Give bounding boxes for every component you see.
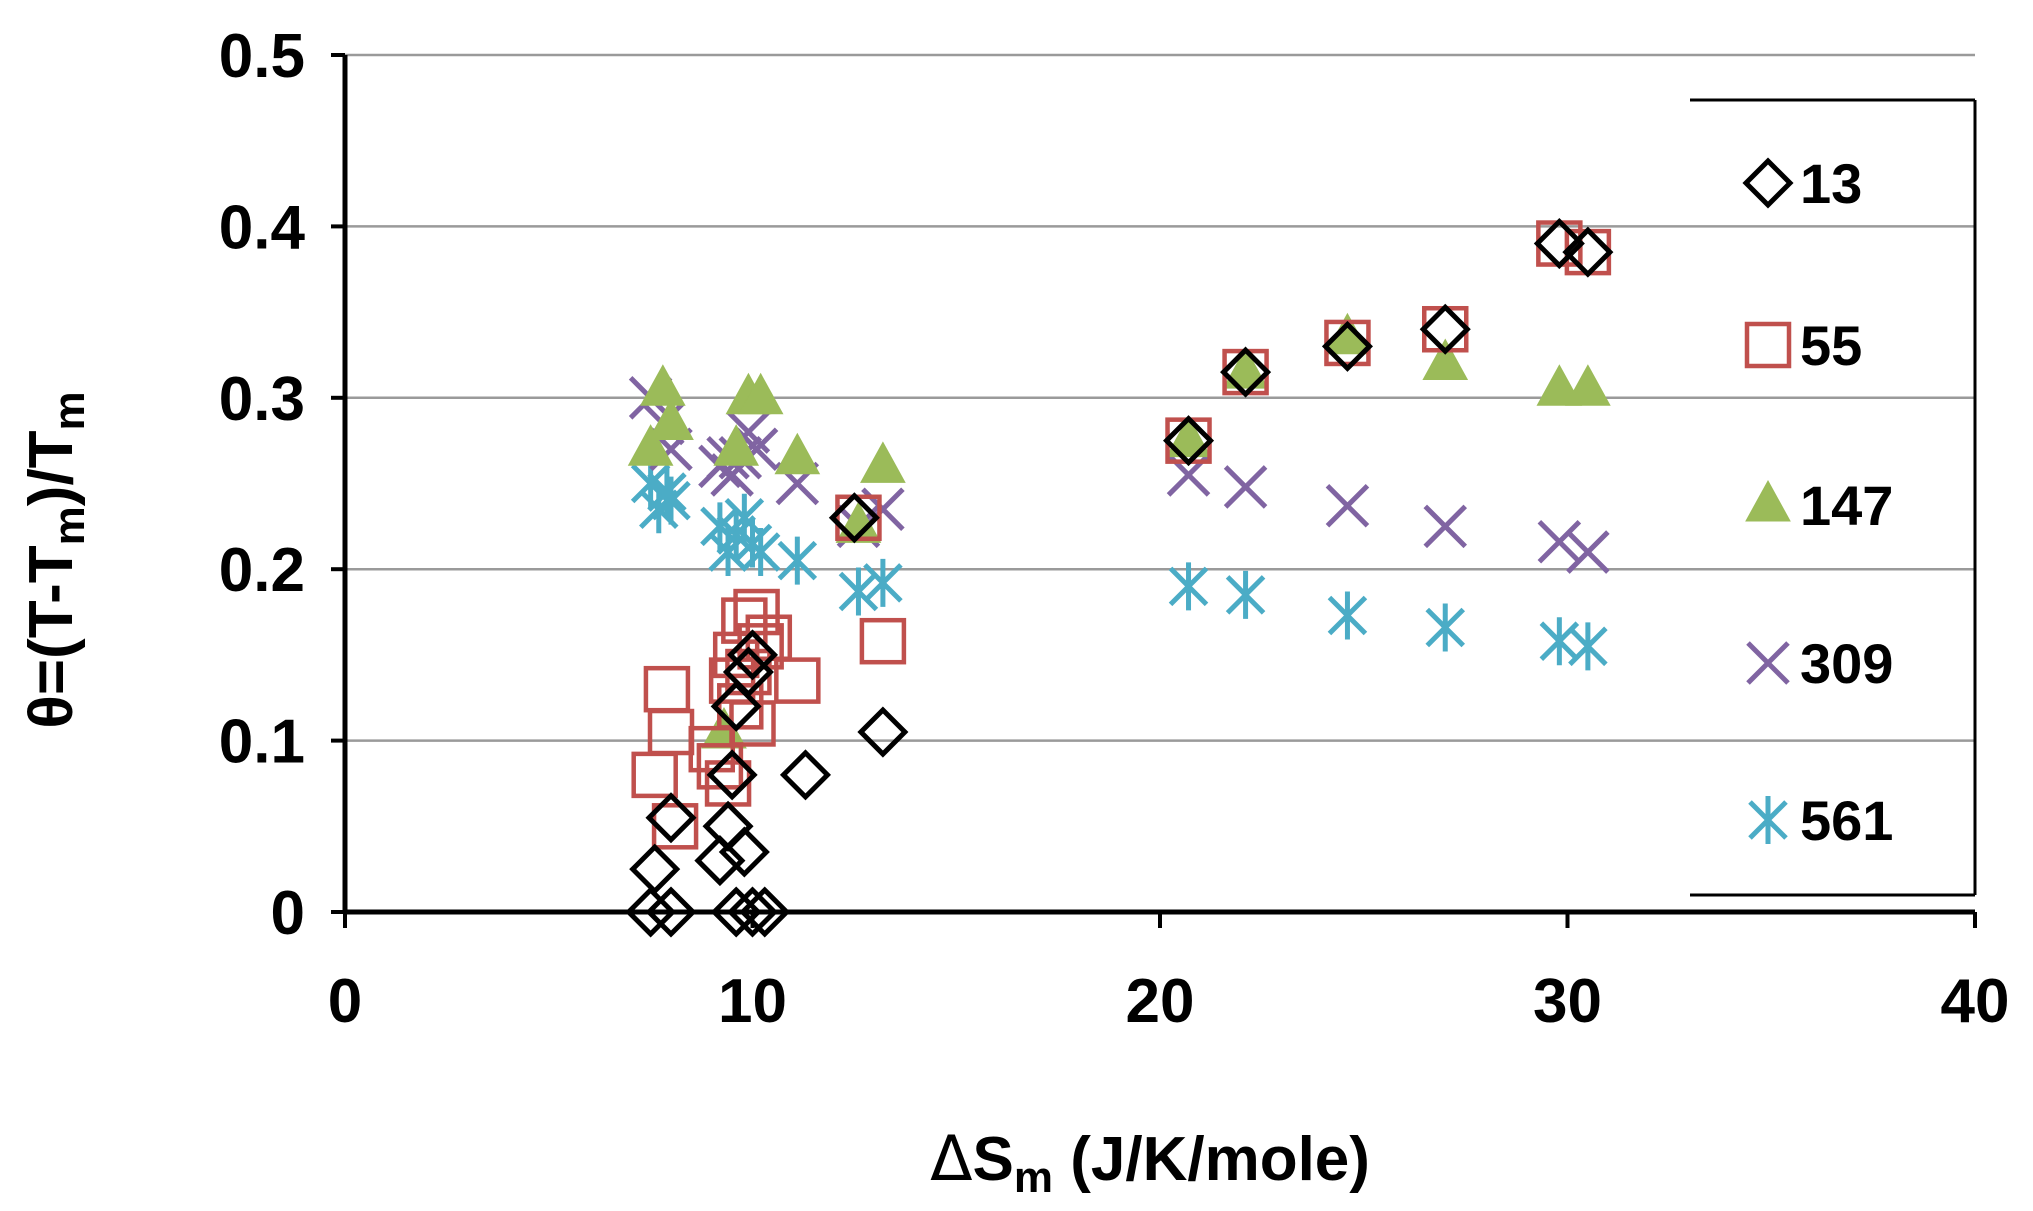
point-147 (1536, 364, 1583, 406)
point-309 (1537, 520, 1582, 564)
point-13 (645, 886, 697, 938)
point-13 (1562, 226, 1614, 278)
point-13 (1419, 303, 1471, 355)
point-13 (1220, 346, 1272, 398)
point-13 (629, 843, 681, 895)
point-561 (1425, 603, 1466, 652)
legend-marker-147 (1745, 479, 1791, 522)
point-55 (859, 617, 907, 665)
point-147 (774, 432, 821, 475)
point-13 (710, 680, 762, 732)
point-309 (1223, 465, 1268, 509)
x-tick-label: 30 (1533, 967, 1602, 1036)
point-147 (713, 424, 760, 466)
legend-marker-309 (1746, 641, 1790, 685)
point-147 (640, 364, 686, 406)
point-147 (648, 398, 694, 441)
point-309 (1566, 530, 1610, 574)
point-561 (1539, 617, 1580, 666)
point-561 (863, 558, 903, 607)
y-tick-label: 0.3 (219, 365, 305, 434)
legend-marker-13 (1742, 157, 1794, 209)
gridlines (345, 53, 1975, 742)
point-13 (1321, 320, 1373, 372)
point-561 (838, 567, 879, 616)
point-561 (1225, 570, 1266, 619)
point-13 (726, 886, 779, 938)
data-points (625, 218, 1614, 938)
point-55 (774, 657, 821, 704)
legend-marker-561 (1748, 796, 1788, 844)
point-147 (627, 424, 674, 466)
legend-label: 561 (1800, 789, 1893, 852)
legend-item-309: 309 (1746, 632, 1893, 695)
point-309 (1325, 484, 1370, 528)
y-tick-label: 0.2 (219, 536, 305, 605)
x-tick-labels: 0 10 20 30 40 (328, 967, 2010, 1036)
point-13 (706, 749, 758, 801)
legend-item-55: 55 (1744, 314, 1862, 377)
point-13 (739, 886, 791, 938)
point-147 (737, 372, 784, 415)
legend-item-561: 561 (1748, 789, 1893, 852)
point-13 (625, 886, 677, 938)
point-147 (1165, 415, 1212, 458)
point-13 (694, 835, 746, 887)
point-13 (1533, 218, 1585, 270)
axes (331, 53, 1977, 928)
y-tick-label: 0.1 (219, 708, 305, 777)
point-55 (733, 588, 780, 636)
x-tick-label: 0 (328, 967, 362, 1036)
point-13 (1162, 415, 1215, 467)
point-55 (647, 708, 695, 756)
point-561 (651, 476, 691, 525)
point-13 (702, 800, 754, 852)
legend-item-13: 13 (1742, 152, 1862, 215)
point-561 (1168, 562, 1209, 611)
legend-label: 13 (1800, 152, 1862, 215)
legend-marker-55 (1744, 321, 1792, 369)
point-561 (777, 536, 818, 585)
point-561 (1568, 622, 1608, 671)
legend-label: 55 (1800, 314, 1862, 377)
point-147 (1422, 338, 1469, 381)
point-55 (631, 751, 678, 799)
x-tick-label: 40 (1941, 967, 2010, 1036)
point-13 (645, 792, 697, 844)
point-561 (740, 528, 781, 577)
legend-label: 147 (1800, 474, 1893, 537)
y-axis-title: θ=(T-Tm)/Tm (17, 391, 94, 728)
legend-item-147: 147 (1745, 474, 1893, 537)
point-13 (718, 826, 770, 878)
point-13 (726, 629, 779, 681)
point-309 (1423, 504, 1468, 549)
point-13 (779, 749, 832, 801)
y-tick-labels: 0 0.1 0.2 0.3 0.4 0.5 (219, 22, 306, 948)
y-tick-label: 0 (271, 879, 305, 948)
y-tick-label: 0.5 (219, 22, 305, 91)
point-561 (716, 510, 756, 559)
point-13 (828, 492, 880, 544)
x-axis-title: ΔSm (J/K/mole) (930, 1122, 1370, 1202)
x-tick-label: 20 (1126, 967, 1195, 1036)
legend: 13 55 147 309 561 (1690, 98, 1977, 897)
point-147 (1222, 347, 1269, 389)
legend-label: 309 (1800, 632, 1893, 695)
point-55 (643, 665, 691, 713)
x-tick-label: 10 (718, 967, 787, 1036)
point-147 (860, 441, 906, 483)
point-147 (1565, 364, 1611, 406)
point-13 (857, 706, 909, 758)
y-tick-label: 0.4 (219, 193, 306, 262)
point-561 (1327, 591, 1368, 640)
